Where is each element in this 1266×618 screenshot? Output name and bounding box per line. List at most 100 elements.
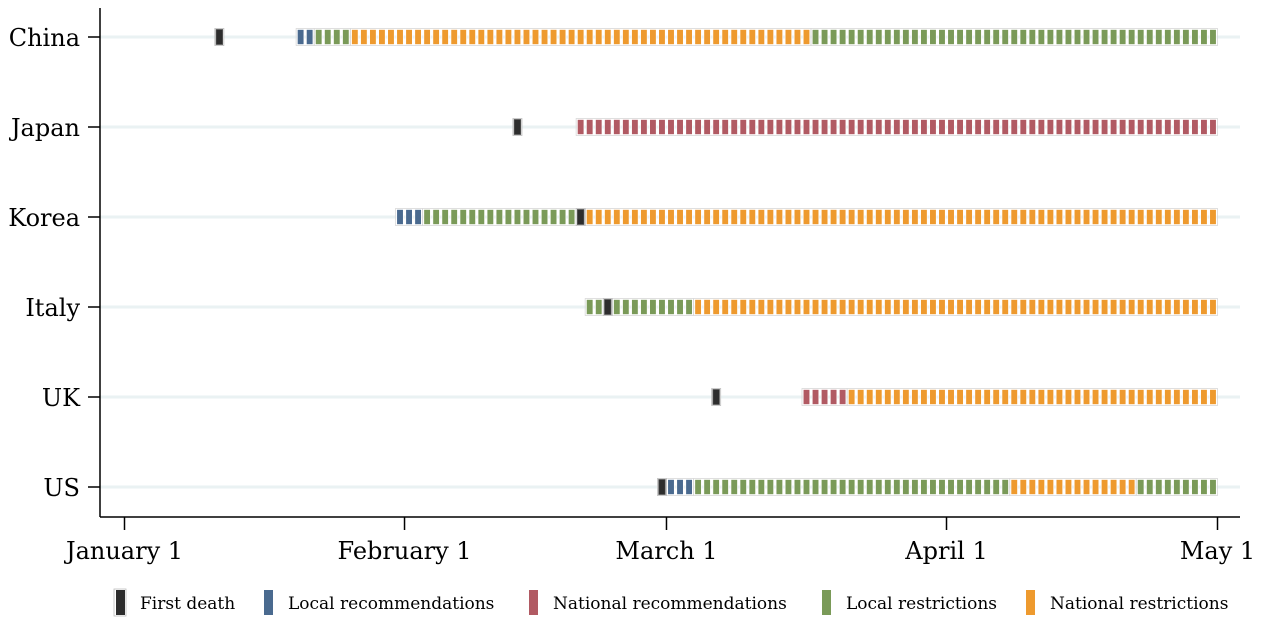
japan-day-marker [1037,119,1045,135]
italy-day-marker [694,299,702,315]
china-day-marker [902,29,910,45]
japan-day-marker [947,119,955,135]
korea-day-marker [730,209,738,225]
japan-day-marker [983,119,991,135]
uk-day-marker [920,389,928,405]
korea-day-marker [821,209,829,225]
korea-day-marker [1001,209,1009,225]
japan-period-outline [575,118,1218,136]
japan-day-marker [1028,119,1036,135]
us-day-marker [884,479,892,495]
italy-day-marker [1055,299,1063,315]
italy-day-marker [730,299,738,315]
japan-day-marker [1001,119,1009,135]
italy-day-marker [757,299,765,315]
china-day-marker [685,29,693,45]
us-day-marker [703,479,711,495]
first-death-bar [577,209,585,225]
japan-day-marker [685,119,693,135]
first-death-bar [712,389,720,405]
first-death-bar [604,299,612,315]
italy-day-marker [811,299,820,315]
china-day-marker [1082,29,1091,45]
china-day-marker [568,29,576,45]
us-day-marker [802,479,811,495]
korea-day-marker [920,209,928,225]
korea-day-marker [1137,209,1145,225]
korea-day-marker [839,209,847,225]
korea-day-marker [983,209,991,225]
china-day-marker [423,29,431,45]
japan-day-marker [766,119,774,135]
italy-day-marker [667,299,675,315]
japan-day-marker [1119,119,1127,135]
legend-label: Local recommendations [288,594,494,614]
korea-day-marker [1155,209,1163,225]
us-day-marker [793,479,802,495]
uk-day-marker [947,389,955,405]
us-day-marker [766,479,774,495]
korea-day-marker [1073,209,1082,225]
japan-day-marker [1182,119,1190,135]
uk-day-marker [965,389,973,405]
korea-day-marker [938,209,946,225]
us-day-marker [1028,479,1036,495]
us-day-marker [1046,479,1054,495]
china-day-marker [504,29,512,45]
china-day-marker [550,29,558,45]
y-tick-label-japan: Japan [8,114,80,142]
uk-day-marker [1146,389,1154,405]
japan-day-marker [622,119,630,135]
uk-period-outline [846,388,1218,406]
korea-day-marker [1191,209,1199,225]
us-day-marker [757,479,765,495]
china-day-marker [640,29,648,45]
china-day-marker [667,29,675,45]
us-day-marker [839,479,847,495]
korea-day-marker [1146,209,1154,225]
china-day-marker [730,29,738,45]
china-day-marker [531,29,540,45]
us-day-marker [1155,479,1163,495]
italy-day-marker [1200,299,1208,315]
korea-day-marker [495,209,503,225]
uk-day-marker [1037,389,1045,405]
us-day-marker [1200,479,1208,495]
uk-day-marker [974,389,982,405]
korea-day-marker [757,209,765,225]
italy-day-marker [1046,299,1054,315]
korea-day-marker [1119,209,1127,225]
uk-day-marker [1191,389,1199,405]
uk-day-marker [839,389,847,405]
china-day-marker [757,29,765,45]
uk-day-marker [1182,389,1190,405]
korea-day-marker [784,209,792,225]
italy-day-marker [1155,299,1163,315]
china-day-marker [432,29,440,45]
japan-day-marker [757,119,765,135]
japan-day-marker [875,119,883,135]
korea-day-marker [559,209,567,225]
china-first-death-marker [214,28,225,46]
legend-swatch [822,590,831,615]
italy-day-marker [622,299,630,315]
japan-day-marker [667,119,675,135]
japan-day-marker [793,119,802,135]
korea-day-marker [965,209,973,225]
korea-day-marker [1064,209,1072,225]
uk-day-marker [875,389,883,405]
italy-day-marker [1101,299,1109,315]
italy-day-marker [1137,299,1145,315]
us-first-death-marker [657,478,667,496]
korea-day-marker [1028,209,1036,225]
korea-day-marker [1173,209,1181,225]
korea-day-marker [531,209,540,225]
italy-day-marker [992,299,1000,315]
italy-day-marker [766,299,774,315]
italy-day-marker [1010,299,1018,315]
uk-day-marker [1064,389,1072,405]
us-day-marker [1073,479,1082,495]
us-day-marker [1173,479,1181,495]
china-day-marker [830,29,838,45]
